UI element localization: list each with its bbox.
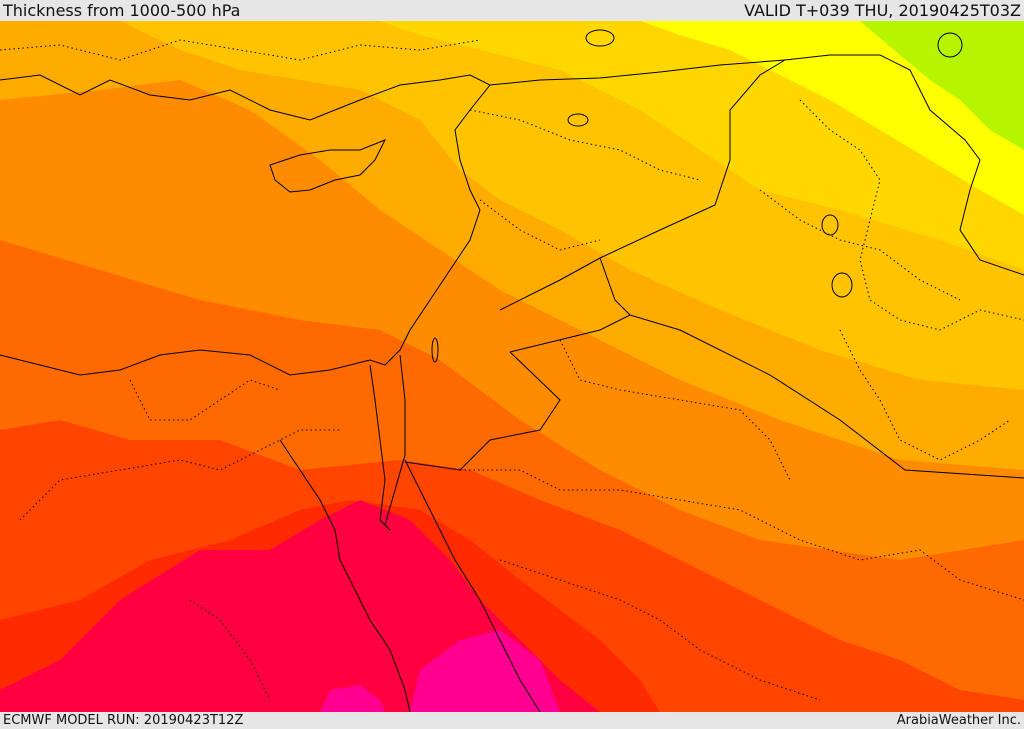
dead-sea	[431, 337, 439, 363]
header-bar: Thickness from 1000-500 hPa VALID T+039 …	[0, 0, 1024, 21]
coastline-arabia-west	[404, 459, 541, 712]
coastline-red-sea-west	[279, 439, 411, 712]
border-saudi-iraq	[509, 314, 1024, 479]
band-magenta	[410, 630, 560, 712]
border-jordan-iraq	[599, 257, 631, 316]
band-lime	[860, 21, 1024, 150]
coastline-suez	[369, 364, 391, 531]
model-run: ECMWF MODEL RUN: 20190423T12Z	[3, 713, 244, 728]
coastline-north-africa	[0, 349, 386, 376]
province-lines-egypt	[19, 429, 340, 521]
province-lines-syria-2	[479, 199, 601, 251]
band-magenta-small	[320, 685, 385, 712]
lake-tharthar	[831, 272, 853, 298]
border-iran-iraq	[784, 54, 1024, 276]
lake-habbaniyah	[821, 214, 839, 236]
valid-time: VALID T+039 THU, 20190425T03Z	[744, 1, 1021, 20]
map-title: Thickness from 1000-500 hPa	[3, 1, 241, 20]
coastline-levant	[384, 129, 481, 366]
border-syria-iraq	[499, 59, 786, 311]
coastline-turkey	[0, 74, 491, 131]
province-lines-saudi-3	[499, 559, 821, 701]
footer-bar: ECMWF MODEL RUN: 20190423T12Z ArabiaWeat…	[0, 712, 1024, 729]
thickness-map[interactable]	[0, 21, 1024, 712]
province-lines-iraq-2	[759, 189, 961, 301]
province-lines-egypt-2	[129, 379, 281, 421]
province-lines-red-sea	[189, 599, 271, 701]
cyprus	[269, 139, 387, 193]
border-jordan-saudi	[404, 351, 561, 471]
lake-assad	[567, 113, 589, 127]
credit: ArabiaWeather Inc.	[896, 713, 1021, 728]
border-turkey-syria	[489, 59, 786, 86]
coastline-aqaba	[384, 354, 406, 526]
lake-urmia	[937, 32, 963, 58]
province-lines-syria	[469, 109, 701, 181]
lake-van	[585, 29, 615, 47]
